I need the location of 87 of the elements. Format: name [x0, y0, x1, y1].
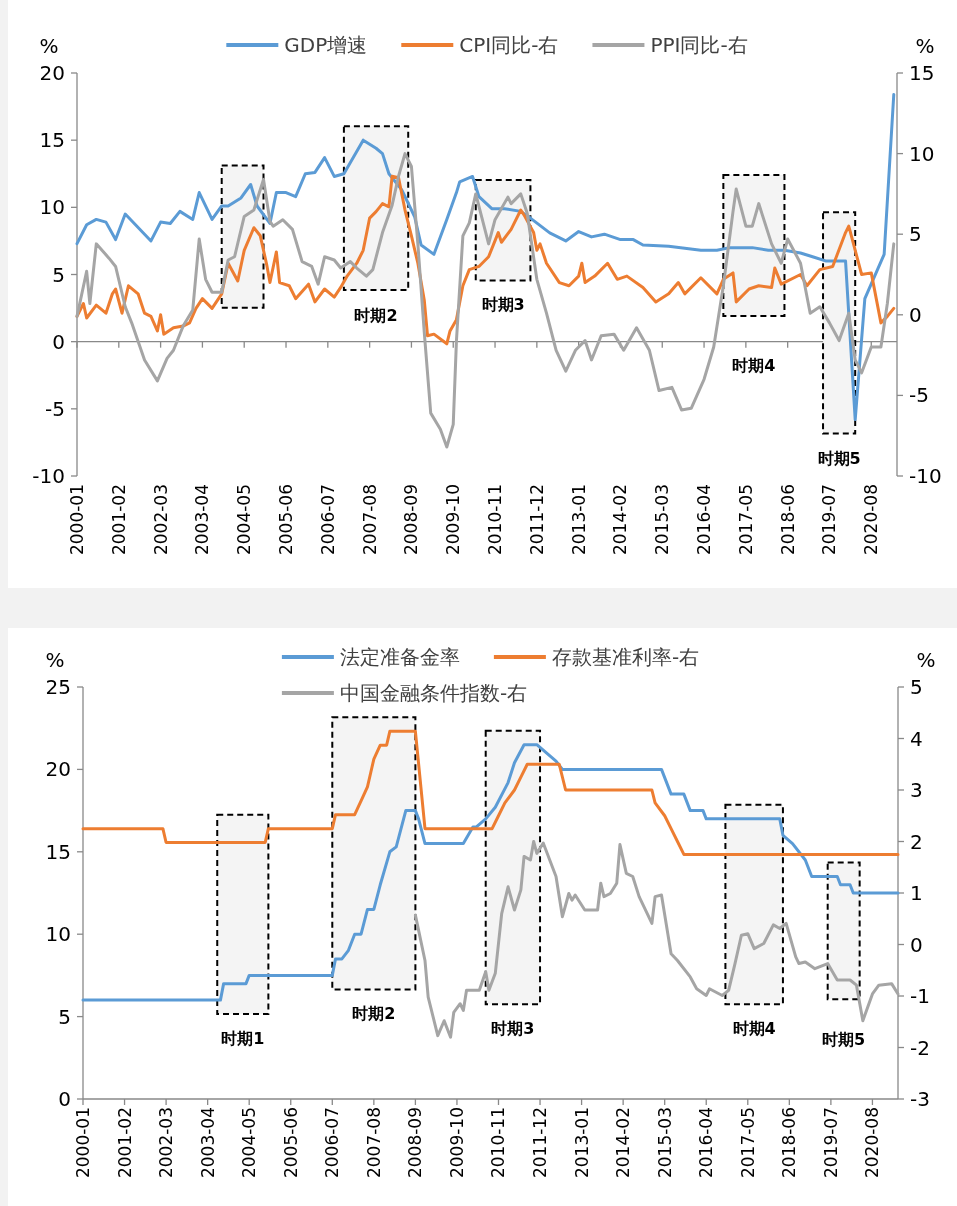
- y2-tick-label: 0: [909, 302, 922, 327]
- x-tick-label: 2016-04: [696, 1107, 717, 1179]
- x-tick-label: 2013-01: [568, 484, 589, 556]
- y2-tick-label: 3: [910, 778, 923, 802]
- band-label: 时期4: [732, 356, 776, 376]
- y-tick-label: 5: [52, 262, 65, 287]
- band-label: 时期2: [354, 306, 398, 326]
- y-tick-label: 0: [58, 1087, 71, 1111]
- x-tick-label: 2000-01: [67, 484, 87, 556]
- x-tick-label: 2013-01: [571, 1107, 592, 1179]
- x-tick-label: 2006-07: [317, 484, 338, 556]
- x-tick-label: 2019-07: [819, 484, 840, 556]
- x-tick-label: 2007-08: [359, 484, 380, 556]
- y2-tick-label: 2: [910, 829, 923, 854]
- x-tick-label: 2006-07: [322, 1107, 343, 1179]
- x-tick-label: 2009-10: [446, 1107, 467, 1179]
- band-label: 时期1: [221, 1029, 265, 1049]
- y-tick-label: 0: [52, 329, 65, 354]
- band-label: 时期3: [481, 295, 525, 315]
- x-tick-label: 2007-08: [363, 1107, 384, 1179]
- x-tick-label: 2004-05: [239, 1107, 260, 1179]
- y-tick-label: -10: [32, 464, 65, 488]
- legend-label: 法定准备金率: [339, 645, 460, 669]
- legend-label: PPI同比-右: [650, 33, 748, 57]
- y2-tick-label: 0: [910, 932, 923, 957]
- x-tick-label: 2009-10: [443, 484, 464, 556]
- x-tick-label: 2000-01: [73, 1107, 93, 1179]
- x-tick-label: 2017-05: [737, 1107, 758, 1179]
- y2-tick-label: 4: [910, 726, 923, 751]
- y2-tick-label: -1: [910, 984, 930, 1008]
- x-tick-label: 2005-06: [276, 484, 297, 556]
- y-tick-label: 15: [39, 128, 65, 153]
- y-tick-label: 5: [58, 1004, 71, 1029]
- x-tick-label: 2016-04: [694, 484, 715, 556]
- x-tick-label: 2014-02: [610, 484, 631, 556]
- x-tick-label: 2018-06: [777, 484, 798, 556]
- x-tick-label: 2015-03: [652, 484, 673, 556]
- y-tick-label: 20: [45, 757, 71, 782]
- x-tick-label: 2019-07: [820, 1107, 841, 1179]
- legend-label: CPI同比-右: [459, 33, 559, 57]
- x-tick-label: 2001-02: [114, 1107, 135, 1179]
- y2-tick-label: -3: [910, 1087, 930, 1111]
- x-tick-label: 2017-05: [735, 484, 756, 556]
- band-label: 时期2: [352, 1004, 396, 1024]
- band-label: 时期5: [817, 448, 861, 468]
- y2-tick-label: -10: [909, 464, 942, 488]
- x-tick-label: 2015-03: [654, 1107, 675, 1179]
- x-tick-label: 2014-02: [613, 1107, 634, 1179]
- band-label: 时期3: [491, 1019, 535, 1039]
- y2-tick-label: 1: [910, 881, 923, 905]
- y-tick-label: 10: [39, 195, 65, 220]
- y2-tick-label: 10: [909, 141, 935, 166]
- band-label: 时期4: [732, 1019, 776, 1039]
- x-tick-label: 2020-08: [862, 1107, 883, 1179]
- y-tick-label: 20: [39, 61, 65, 85]
- y2-tick-label: -5: [909, 383, 929, 408]
- x-tick-label: 2003-04: [197, 1107, 218, 1179]
- legend-label: 中国金融条件指数-右: [339, 681, 528, 705]
- x-tick-label: 2004-05: [234, 484, 255, 556]
- x-tick-label: 2001-02: [108, 484, 129, 556]
- legend-label: GDP增速: [284, 33, 368, 57]
- y2-tick-label: 5: [909, 222, 922, 247]
- legend-label: 存款基准利率-右: [551, 645, 700, 669]
- band-label: 时期5: [822, 1029, 866, 1049]
- y-tick-label: 25: [45, 675, 71, 699]
- x-tick-label: 2010-11: [488, 1107, 509, 1179]
- y2-axis-title: %: [915, 34, 935, 58]
- x-tick-label: 2018-06: [779, 1107, 800, 1179]
- y-tick-label: 10: [45, 922, 71, 947]
- y-tick-label: 15: [45, 839, 71, 864]
- x-tick-label: 2020-08: [861, 484, 882, 556]
- x-tick-label: 2002-03: [156, 1107, 177, 1179]
- y-axis-title: %: [45, 648, 65, 672]
- x-tick-label: 2002-03: [150, 484, 171, 556]
- y-axis-title: %: [39, 34, 59, 58]
- x-tick-label: 2011-12: [530, 1107, 551, 1179]
- x-tick-label: 2011-12: [526, 484, 547, 556]
- x-tick-label: 2010-11: [485, 484, 506, 556]
- y2-tick-label: 15: [909, 61, 935, 85]
- y2-axis-title: %: [916, 648, 936, 672]
- x-tick-label: 2008-09: [401, 484, 422, 556]
- x-tick-label: 2003-04: [192, 484, 213, 556]
- y-tick-label: -5: [45, 396, 65, 421]
- x-tick-label: 2008-09: [405, 1107, 426, 1179]
- x-tick-label: 2005-06: [280, 1107, 301, 1179]
- y2-tick-label: -2: [910, 1035, 930, 1060]
- y2-tick-label: 5: [910, 675, 923, 699]
